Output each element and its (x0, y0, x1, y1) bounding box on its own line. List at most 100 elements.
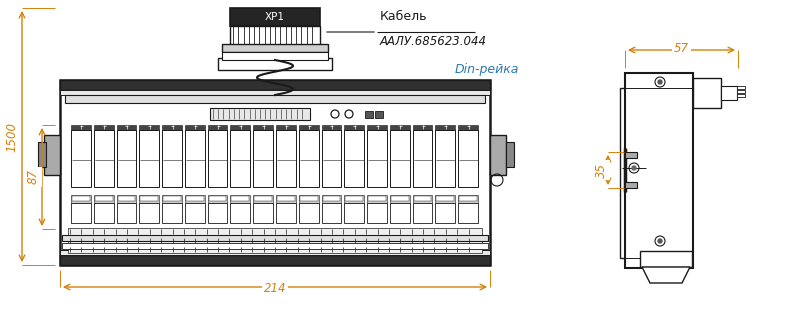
Bar (299, 130, 319, 187)
Bar (375, 111, 383, 118)
Bar (162, 130, 182, 187)
Bar (625, 152, 637, 158)
Bar (60, 90, 490, 95)
Bar (208, 125, 228, 130)
Bar (390, 125, 410, 130)
Bar (116, 195, 136, 203)
Bar (413, 130, 433, 187)
Bar (322, 130, 342, 187)
Bar (95, 196, 112, 201)
Bar (344, 203, 364, 223)
Bar (693, 78, 721, 108)
Bar (344, 130, 364, 187)
Bar (490, 135, 506, 175)
Bar (162, 203, 182, 223)
Bar (186, 196, 203, 201)
Bar (94, 125, 114, 130)
Bar (737, 94, 745, 97)
Bar (60, 80, 490, 265)
Bar (209, 196, 226, 201)
Polygon shape (642, 267, 690, 283)
Bar (253, 125, 273, 130)
Bar (253, 195, 273, 203)
Bar (62, 243, 488, 249)
Bar (277, 196, 295, 201)
Bar (118, 196, 135, 201)
Bar (68, 246, 482, 253)
Bar (322, 125, 342, 130)
Bar (222, 52, 328, 60)
Bar (435, 130, 456, 187)
Bar (208, 130, 228, 187)
Bar (253, 203, 273, 223)
Bar (344, 125, 364, 130)
Bar (139, 130, 159, 187)
Bar (367, 130, 387, 187)
Bar (391, 196, 409, 201)
Bar (435, 203, 456, 223)
Bar (344, 195, 364, 203)
Bar (253, 130, 273, 187)
Bar (208, 195, 228, 203)
Bar (230, 130, 250, 187)
Bar (139, 125, 159, 130)
Bar (218, 58, 332, 70)
Bar (222, 44, 328, 52)
Bar (254, 196, 272, 201)
Bar (506, 142, 514, 167)
Bar (208, 203, 228, 223)
Bar (185, 130, 205, 187)
Bar (620, 88, 625, 258)
Bar (390, 203, 410, 223)
Bar (390, 195, 410, 203)
Bar (210, 108, 310, 120)
Bar (458, 125, 478, 130)
Text: 214: 214 (263, 282, 286, 295)
Bar (139, 195, 159, 203)
Bar (71, 130, 91, 187)
Bar (322, 203, 342, 223)
Bar (299, 195, 319, 203)
Bar (230, 203, 250, 223)
Bar (365, 111, 373, 118)
Bar (72, 196, 89, 201)
Text: Кабель: Кабель (380, 10, 427, 23)
Bar (60, 80, 490, 90)
Bar (435, 125, 456, 130)
Bar (230, 8, 320, 26)
Bar (437, 196, 454, 201)
Bar (71, 195, 91, 203)
Bar (737, 90, 745, 93)
Text: 87: 87 (27, 169, 40, 185)
Bar (435, 195, 456, 203)
Bar (460, 196, 477, 201)
Bar (276, 125, 296, 130)
Bar (185, 125, 205, 130)
Bar (299, 203, 319, 223)
Bar (390, 130, 410, 187)
Bar (276, 195, 296, 203)
Bar (60, 255, 490, 265)
Bar (367, 195, 387, 203)
Bar (62, 235, 488, 241)
Bar (367, 203, 387, 223)
Bar (625, 182, 637, 188)
Bar (65, 95, 485, 103)
Bar (44, 135, 60, 175)
Bar (721, 86, 737, 100)
Bar (413, 195, 433, 203)
Bar (116, 130, 136, 187)
Text: 1500: 1500 (6, 121, 18, 151)
Bar (60, 250, 490, 255)
Bar (346, 196, 363, 201)
Bar (230, 26, 320, 46)
Bar (94, 203, 114, 223)
Bar (38, 142, 46, 167)
Bar (737, 86, 745, 89)
Bar (413, 203, 433, 223)
Bar (232, 196, 249, 201)
Bar (413, 125, 433, 130)
Bar (625, 73, 693, 268)
Text: Din-рейка: Din-рейка (455, 64, 520, 76)
Bar (230, 125, 250, 130)
